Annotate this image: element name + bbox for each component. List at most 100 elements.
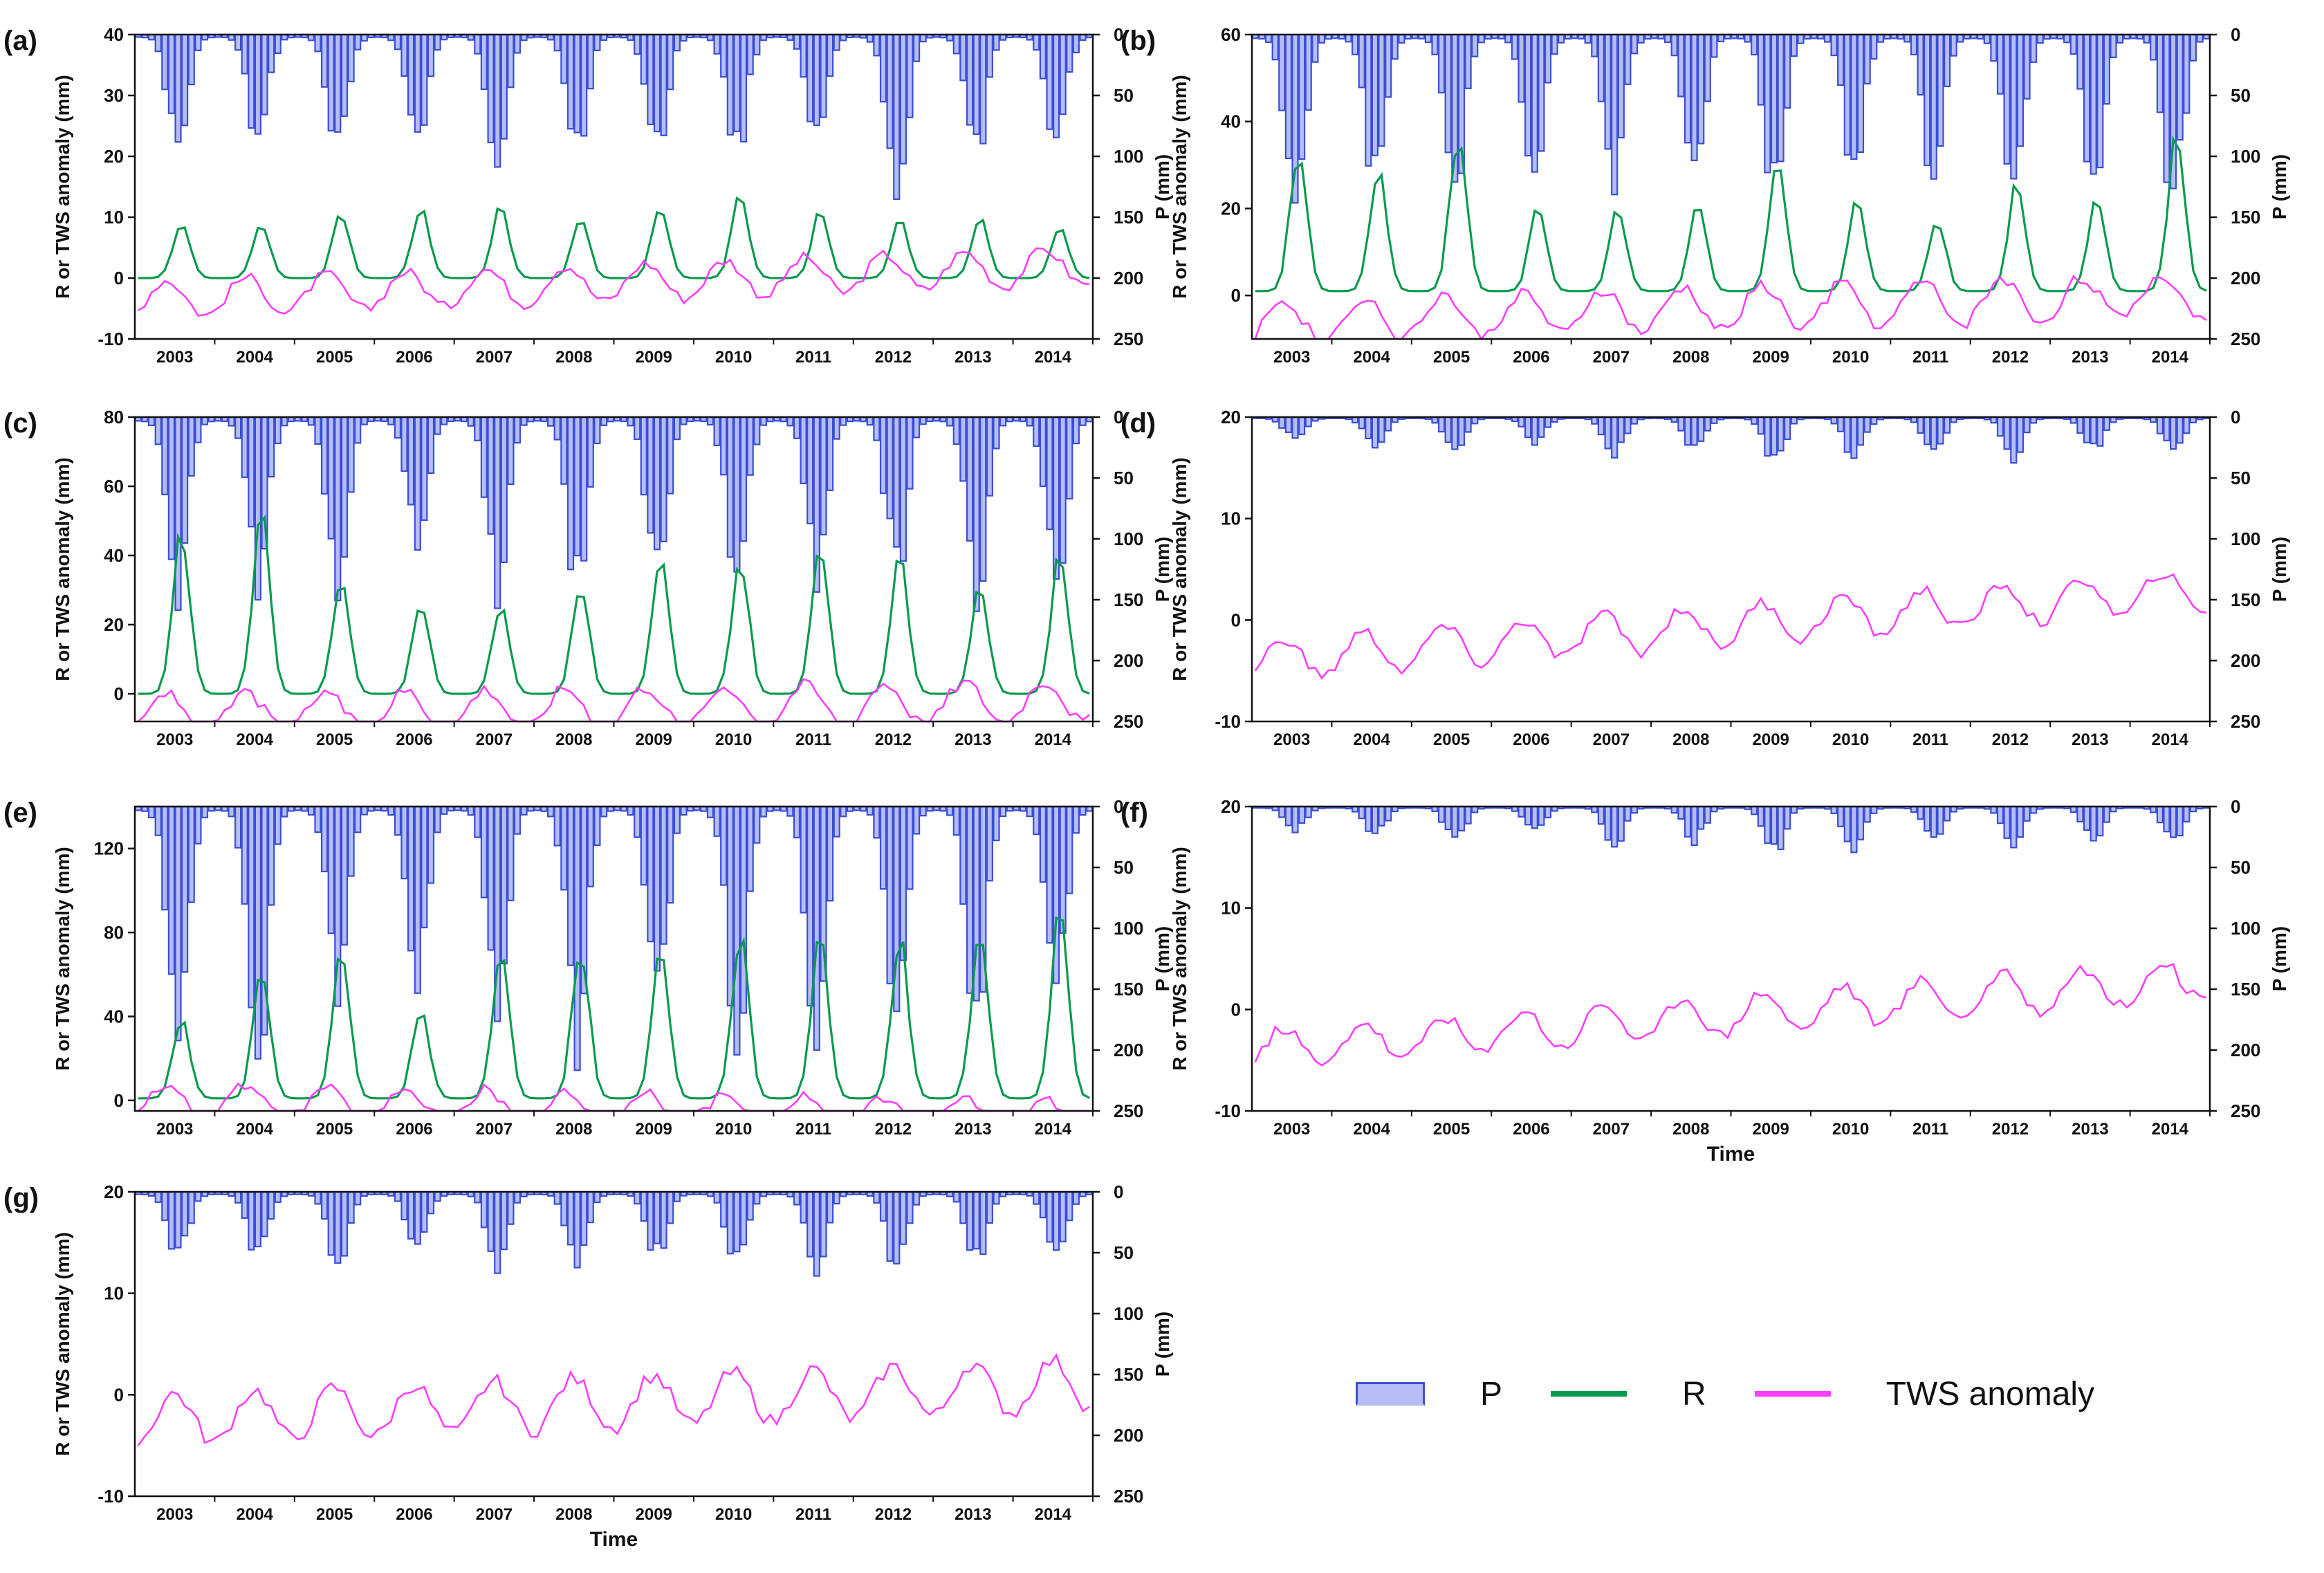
p-bar bbox=[1784, 33, 1791, 109]
p-bar bbox=[553, 805, 561, 847]
p-bar bbox=[2170, 805, 2177, 838]
p-bar bbox=[2183, 416, 2191, 434]
legend-swatch-tws bbox=[1754, 1391, 1831, 1397]
legend-label-tws: TWS anomaly bbox=[1885, 1375, 2095, 1413]
p-bar bbox=[1451, 416, 1459, 450]
year-label: 2014 bbox=[1035, 730, 1072, 749]
p-bar bbox=[800, 1190, 807, 1224]
p-bar bbox=[427, 1190, 435, 1215]
year-label: 2006 bbox=[396, 1505, 432, 1524]
p-bar bbox=[1365, 416, 1372, 439]
p-bar bbox=[1757, 805, 1764, 827]
p-bar bbox=[400, 805, 408, 880]
p-bar bbox=[1611, 416, 1618, 459]
p-bar bbox=[1770, 805, 1778, 845]
p-bar bbox=[228, 416, 235, 427]
y-tick-label: 0 bbox=[1231, 609, 1241, 630]
p-bar bbox=[1591, 33, 1598, 57]
p-bar bbox=[1856, 805, 1865, 840]
p-bar bbox=[474, 1190, 481, 1204]
p-bar bbox=[1033, 805, 1040, 836]
year-label: 2009 bbox=[636, 1505, 672, 1524]
p-bar bbox=[1777, 805, 1784, 851]
p-bar bbox=[1604, 416, 1612, 450]
p-bar bbox=[573, 33, 581, 134]
p-tick-label: 250 bbox=[1114, 1486, 1143, 1507]
p-bar bbox=[746, 33, 754, 75]
p-bar bbox=[441, 416, 448, 425]
p-bar bbox=[1837, 805, 1845, 827]
year-label: 2012 bbox=[1992, 1120, 2029, 1139]
p-bar bbox=[154, 805, 162, 836]
year-label: 2004 bbox=[1353, 730, 1390, 749]
p-bar bbox=[1291, 805, 1299, 834]
p-bar bbox=[1751, 33, 1758, 56]
y-tick-label: 0 bbox=[114, 1090, 124, 1111]
p-bar bbox=[2156, 33, 2164, 113]
p-tick-label: 0 bbox=[2231, 407, 2240, 427]
p-bar bbox=[2143, 33, 2150, 44]
p-bar bbox=[314, 33, 322, 53]
p-bar bbox=[793, 33, 801, 50]
year-label: 2013 bbox=[2072, 348, 2108, 367]
p-bar bbox=[1764, 416, 1771, 457]
p-bar bbox=[174, 33, 182, 143]
year-label: 2005 bbox=[1433, 348, 1470, 367]
p-bar bbox=[2176, 805, 2184, 837]
p-bar bbox=[1950, 33, 1957, 57]
p-bar bbox=[467, 416, 474, 427]
p-bar bbox=[1358, 33, 1365, 89]
p-bar bbox=[1531, 805, 1538, 829]
p-bars-a bbox=[134, 33, 1094, 200]
p-bar bbox=[2083, 416, 2091, 443]
p-bar bbox=[1764, 33, 1771, 174]
p-bar bbox=[1052, 33, 1060, 138]
p-bar bbox=[1790, 33, 1798, 57]
p-bar bbox=[1378, 416, 1385, 443]
p-bar bbox=[1630, 416, 1639, 425]
p-bars-g bbox=[134, 1190, 1094, 1277]
panel-label: (b) bbox=[1120, 26, 1156, 56]
p-bar bbox=[893, 416, 901, 548]
year-label: 2005 bbox=[316, 730, 353, 749]
p-bar bbox=[507, 1190, 515, 1225]
p-bar bbox=[474, 33, 481, 55]
year-label: 2003 bbox=[1273, 1120, 1310, 1139]
year-label: 2011 bbox=[795, 1505, 831, 1524]
p-bar bbox=[826, 416, 834, 491]
p-bar bbox=[1304, 33, 1312, 111]
p-bar bbox=[181, 416, 189, 544]
p-bar bbox=[241, 33, 248, 75]
p-bar bbox=[906, 33, 914, 118]
p-bar bbox=[593, 1190, 601, 1204]
p-bar bbox=[813, 1190, 820, 1277]
p-tick-label: 50 bbox=[1114, 85, 1134, 106]
p-bar bbox=[1850, 805, 1858, 854]
p-bar bbox=[986, 33, 994, 78]
p-bar bbox=[2096, 33, 2104, 169]
p-bar bbox=[1531, 416, 1538, 446]
p-bar bbox=[268, 805, 275, 906]
p-bar bbox=[1371, 416, 1379, 449]
p-bar bbox=[647, 416, 654, 534]
p-bar bbox=[1630, 33, 1639, 55]
p-bar bbox=[1624, 416, 1632, 434]
p-bar bbox=[154, 1190, 162, 1203]
p-bar bbox=[1830, 805, 1838, 814]
p-bar bbox=[1345, 33, 1352, 43]
p-bar bbox=[421, 416, 428, 521]
p-bar bbox=[1471, 805, 1479, 813]
p-tick-label: 150 bbox=[1114, 979, 1143, 1000]
p-bar bbox=[1298, 805, 1306, 824]
p-bar bbox=[1790, 416, 1798, 425]
p-bar bbox=[1677, 416, 1685, 432]
p-bar bbox=[726, 33, 734, 136]
y-tick-label: 10 bbox=[1221, 508, 1241, 529]
p-bar bbox=[314, 1190, 322, 1205]
p-bar bbox=[2090, 416, 2097, 445]
p-bar bbox=[354, 1190, 362, 1206]
p-bar bbox=[228, 805, 235, 818]
p-bar bbox=[919, 33, 927, 43]
p-bar bbox=[1990, 805, 1998, 814]
p-tick-label: 200 bbox=[2231, 268, 2260, 288]
